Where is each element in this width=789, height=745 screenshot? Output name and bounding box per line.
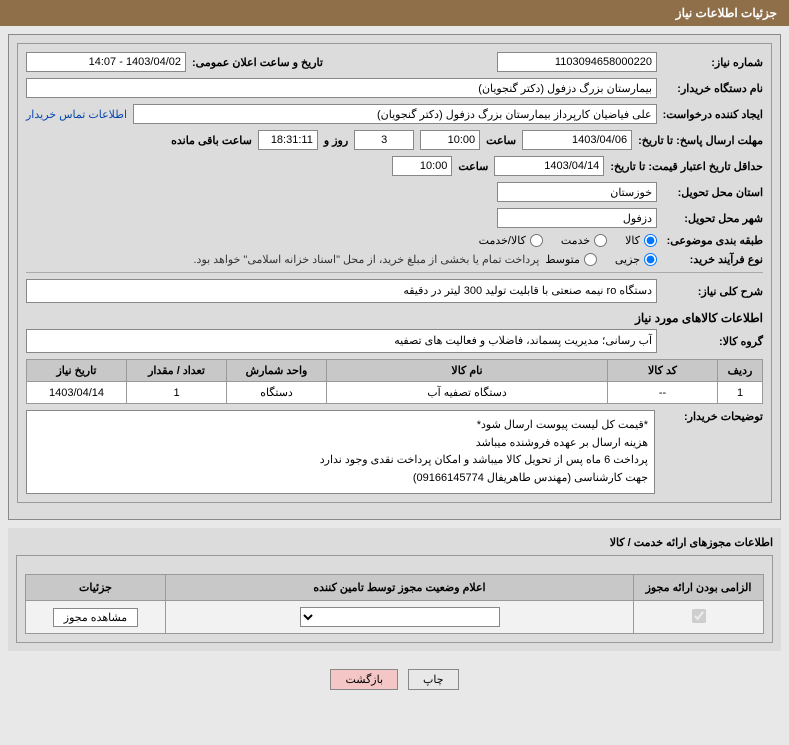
perm-row: مشاهده مجوز — [26, 601, 764, 634]
radio-both[interactable] — [530, 234, 543, 247]
buyer-notes-label: توضیحات خریدار: — [663, 410, 763, 423]
buytype-label: نوع فرآیند خرید: — [663, 253, 763, 266]
buyer-org-label: نام دستگاه خریدار: — [663, 82, 763, 95]
announce-input[interactable] — [26, 52, 186, 72]
details-panel: شماره نیاز: تاریخ و ساعت اعلان عمومی: نا… — [17, 43, 772, 503]
days-input[interactable] — [354, 130, 414, 150]
validity-time-input[interactable] — [392, 156, 452, 176]
print-button[interactable]: چاپ — [408, 669, 459, 690]
cell-row: 1 — [718, 382, 763, 404]
radio-partial[interactable] — [644, 253, 657, 266]
countdown-input[interactable] — [258, 130, 318, 150]
note-line-0: *قیمت کل لیست پیوست ارسال شود* — [33, 417, 648, 435]
payment-note: پرداخت تمام یا بخشی از مبلغ خرید، از محل… — [194, 253, 540, 266]
deadline-label: مهلت ارسال پاسخ: تا تاریخ: — [638, 134, 763, 147]
th-code: کد کالا — [608, 360, 718, 382]
page-title: جزئیات اطلاعات نیاز — [676, 6, 777, 20]
permissions-panel: اطلاعات مجوزهای ارائه خدمت / کالا الزامی… — [8, 528, 781, 651]
main-panel: شماره نیاز: تاریخ و ساعت اعلان عمومی: نا… — [8, 34, 781, 520]
table-header-row: ردیف کد کالا نام کالا واحد شمارش تعداد /… — [27, 360, 763, 382]
perm-th-status: اعلام وضعیت مجوز توسط تامین کننده — [166, 575, 634, 601]
th-unit: واحد شمارش — [227, 360, 327, 382]
category-radio-group: کالا خدمت کالا/خدمت — [479, 234, 657, 247]
announce-label: تاریخ و ساعت اعلان عمومی: — [192, 56, 323, 69]
note-line-2: پرداخت 6 ماه پس از تحویل کالا میباشد و ا… — [33, 452, 648, 470]
buytype-radio-group: جزیی متوسط — [545, 253, 657, 266]
province-label: استان محل تحویل: — [663, 186, 763, 199]
group-textarea[interactable]: آب رسانی؛ مدیریت پسماند، فاضلاب و فعالیت… — [26, 329, 657, 353]
deadline-date-input[interactable] — [522, 130, 632, 150]
cell-qty: 1 — [127, 382, 227, 404]
remain-label: ساعت باقی مانده — [171, 134, 252, 147]
table-row: 1 -- دستگاه تصفیه آب دستگاه 1 1403/04/14 — [27, 382, 763, 404]
perm-status-select[interactable] — [300, 607, 500, 627]
th-name: نام کالا — [327, 360, 608, 382]
radio-service[interactable] — [594, 234, 607, 247]
cell-code: -- — [608, 382, 718, 404]
buyer-contact-link[interactable]: اطلاعات تماس خریدار — [26, 108, 127, 121]
view-permission-button[interactable]: مشاهده مجوز — [53, 608, 138, 627]
requester-label: ایجاد کننده درخواست: — [663, 108, 763, 121]
city-label: شهر محل تحویل: — [663, 212, 763, 225]
th-date: تاریخ نیاز — [27, 360, 127, 382]
desc-textarea[interactable]: دستگاه ro نیمه صنعتی با قابلیت تولید 300… — [26, 279, 657, 303]
cell-unit: دستگاه — [227, 382, 327, 404]
radio-medium[interactable] — [584, 253, 597, 266]
buyer-org-input[interactable] — [26, 78, 657, 98]
permissions-title: اطلاعات مجوزهای ارائه خدمت / کالا — [16, 536, 773, 549]
back-button[interactable]: بازگشت — [330, 669, 398, 690]
validity-date-input[interactable] — [494, 156, 604, 176]
radio-service-label: خدمت — [561, 234, 590, 247]
th-row: ردیف — [718, 360, 763, 382]
perm-th-mandatory: الزامی بودن ارائه مجوز — [634, 575, 764, 601]
need-no-label: شماره نیاز: — [663, 56, 763, 69]
radio-goods[interactable] — [644, 234, 657, 247]
cell-date: 1403/04/14 — [27, 382, 127, 404]
note-line-1: هزینه ارسال بر عهده فروشنده میباشد — [33, 435, 648, 453]
need-no-input[interactable] — [497, 52, 657, 72]
perm-th-details: جزئیات — [26, 575, 166, 601]
category-label: طبقه بندی موضوعی: — [663, 234, 763, 247]
goods-table: ردیف کد کالا نام کالا واحد شمارش تعداد /… — [26, 359, 763, 404]
radio-goods-label: کالا — [625, 234, 640, 247]
radio-partial-label: جزیی — [615, 253, 640, 266]
time-label-1: ساعت — [486, 134, 516, 147]
th-qty: تعداد / مقدار — [127, 360, 227, 382]
permissions-inner: الزامی بودن ارائه مجوز اعلام وضعیت مجوز … — [16, 555, 773, 643]
time-label-2: ساعت — [458, 160, 488, 173]
goods-section-title: اطلاعات کالاهای مورد نیاز — [26, 311, 763, 325]
note-line-3: جهت کارشناسی (مهندس طاهریفال 09166145774… — [33, 470, 648, 488]
desc-label: شرح کلی نیاز: — [663, 285, 763, 298]
permissions-table: الزامی بودن ارائه مجوز اعلام وضعیت مجوز … — [25, 574, 764, 634]
validity-label: حداقل تاریخ اعتبار قیمت: تا تاریخ: — [610, 160, 763, 173]
cell-name: دستگاه تصفیه آب — [327, 382, 608, 404]
buyer-notes-box[interactable]: *قیمت کل لیست پیوست ارسال شود* هزینه ارس… — [26, 410, 655, 494]
deadline-time-input[interactable] — [420, 130, 480, 150]
group-label: گروه کالا: — [663, 335, 763, 348]
city-input[interactable] — [497, 208, 657, 228]
action-buttons: چاپ بازگشت — [0, 659, 789, 700]
requester-input[interactable] — [133, 104, 657, 124]
perm-mandatory-checkbox — [692, 609, 706, 623]
radio-both-label: کالا/خدمت — [479, 234, 526, 247]
page-header: جزئیات اطلاعات نیاز — [0, 0, 789, 26]
days-and-label: روز و — [324, 134, 348, 147]
radio-medium-label: متوسط — [545, 253, 580, 266]
province-input[interactable] — [497, 182, 657, 202]
